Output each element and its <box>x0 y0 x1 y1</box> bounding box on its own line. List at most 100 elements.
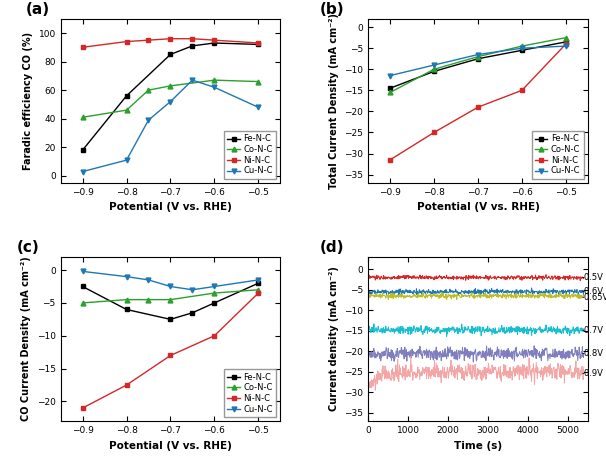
Co-N-C <box>167 83 174 88</box>
Line: Fe-N-C: Fe-N-C <box>80 281 261 322</box>
Co-N-C <box>255 287 262 292</box>
Line: Co-N-C: Co-N-C <box>388 35 568 95</box>
Cu-N-C <box>474 52 482 58</box>
Ni-N-C <box>167 353 174 358</box>
X-axis label: Potential (V vs. RHE): Potential (V vs. RHE) <box>109 203 232 212</box>
Line: Co-N-C: Co-N-C <box>80 287 261 305</box>
Ni-N-C <box>387 157 394 163</box>
Co-N-C <box>211 77 218 83</box>
Y-axis label: CO Current Density (mA cm⁻²): CO Current Density (mA cm⁻²) <box>21 256 31 422</box>
Fe-N-C <box>430 69 438 74</box>
Line: Ni-N-C: Ni-N-C <box>388 42 568 162</box>
Text: -0.8V: -0.8V <box>582 349 604 358</box>
Legend: Fe-N-C, Co-N-C, Ni-N-C, Cu-N-C: Fe-N-C, Co-N-C, Ni-N-C, Cu-N-C <box>531 131 584 179</box>
Text: (c): (c) <box>16 240 39 255</box>
Cu-N-C <box>145 277 152 283</box>
Text: (b): (b) <box>320 2 344 17</box>
Fe-N-C <box>211 300 218 306</box>
Fe-N-C <box>167 316 174 322</box>
Y-axis label: Total Current Density (mA cm⁻²): Total Current Density (mA cm⁻²) <box>328 13 339 189</box>
Cu-N-C <box>211 85 218 90</box>
Co-N-C <box>518 44 525 49</box>
Co-N-C <box>123 297 130 302</box>
Cu-N-C <box>255 104 262 110</box>
Line: Cu-N-C: Cu-N-C <box>388 44 568 78</box>
Ni-N-C <box>167 36 174 42</box>
Fe-N-C <box>562 39 570 45</box>
Ni-N-C <box>123 39 130 44</box>
Ni-N-C <box>562 41 570 47</box>
X-axis label: Time (s): Time (s) <box>454 440 502 451</box>
Co-N-C <box>167 297 174 302</box>
Fe-N-C <box>387 86 394 91</box>
Ni-N-C <box>123 382 130 388</box>
Ni-N-C <box>255 40 262 46</box>
Text: (d): (d) <box>320 240 344 255</box>
Line: Fe-N-C: Fe-N-C <box>80 41 261 153</box>
Line: Cu-N-C: Cu-N-C <box>80 78 261 174</box>
Text: -0.5V: -0.5V <box>582 273 604 282</box>
Ni-N-C <box>79 405 86 411</box>
Ni-N-C <box>189 36 196 42</box>
Ni-N-C <box>474 104 482 110</box>
Co-N-C <box>255 79 262 84</box>
Text: (a): (a) <box>25 2 50 17</box>
Cu-N-C <box>255 277 262 283</box>
Ni-N-C <box>211 37 218 43</box>
Co-N-C <box>387 90 394 95</box>
Text: -0.6V: -0.6V <box>582 287 604 296</box>
Fe-N-C <box>255 42 262 47</box>
Ni-N-C <box>145 37 152 43</box>
Line: Co-N-C: Co-N-C <box>80 78 261 120</box>
Ni-N-C <box>255 290 262 296</box>
Cu-N-C <box>79 269 86 274</box>
Co-N-C <box>430 66 438 72</box>
Cu-N-C <box>430 62 438 68</box>
Fe-N-C <box>211 40 218 46</box>
Co-N-C <box>474 54 482 59</box>
Fe-N-C <box>167 51 174 57</box>
Legend: Fe-N-C, Co-N-C, Ni-N-C, Cu-N-C: Fe-N-C, Co-N-C, Ni-N-C, Cu-N-C <box>224 369 276 417</box>
Fe-N-C <box>79 147 86 153</box>
Fe-N-C <box>123 307 130 312</box>
Line: Ni-N-C: Ni-N-C <box>80 291 261 410</box>
Cu-N-C <box>211 284 218 289</box>
Cu-N-C <box>167 99 174 104</box>
Cu-N-C <box>167 284 174 289</box>
Y-axis label: Faradic efficiency CO (%): Faradic efficiency CO (%) <box>23 32 33 170</box>
Cu-N-C <box>145 117 152 123</box>
Legend: Fe-N-C, Co-N-C, Ni-N-C, Cu-N-C: Fe-N-C, Co-N-C, Ni-N-C, Cu-N-C <box>224 131 276 179</box>
Fe-N-C <box>474 56 482 62</box>
Y-axis label: Current density (mA cm⁻²): Current density (mA cm⁻²) <box>328 267 339 411</box>
Cu-N-C <box>189 77 196 83</box>
Ni-N-C <box>518 88 525 93</box>
Line: Ni-N-C: Ni-N-C <box>80 37 261 50</box>
Cu-N-C <box>189 287 196 292</box>
Line: Fe-N-C: Fe-N-C <box>388 39 568 91</box>
Cu-N-C <box>123 157 130 163</box>
Cu-N-C <box>518 45 525 51</box>
Co-N-C <box>123 107 130 113</box>
Co-N-C <box>562 35 570 41</box>
Line: Cu-N-C: Cu-N-C <box>80 269 261 292</box>
Text: -0.7V: -0.7V <box>582 326 604 335</box>
Co-N-C <box>79 115 86 120</box>
Cu-N-C <box>387 73 394 79</box>
Cu-N-C <box>123 274 130 279</box>
Fe-N-C <box>189 310 196 315</box>
Fe-N-C <box>189 43 196 49</box>
Cu-N-C <box>562 44 570 49</box>
X-axis label: Potential (V vs. RHE): Potential (V vs. RHE) <box>109 440 232 451</box>
X-axis label: Potential (V vs. RHE): Potential (V vs. RHE) <box>416 203 539 212</box>
Co-N-C <box>211 290 218 296</box>
Co-N-C <box>145 88 152 93</box>
Text: -0.65V: -0.65V <box>582 293 606 302</box>
Co-N-C <box>145 297 152 302</box>
Fe-N-C <box>255 280 262 286</box>
Ni-N-C <box>430 130 438 135</box>
Co-N-C <box>79 300 86 306</box>
Text: -0.9V: -0.9V <box>582 369 604 379</box>
Fe-N-C <box>79 284 86 289</box>
Fe-N-C <box>123 93 130 99</box>
Ni-N-C <box>211 333 218 338</box>
